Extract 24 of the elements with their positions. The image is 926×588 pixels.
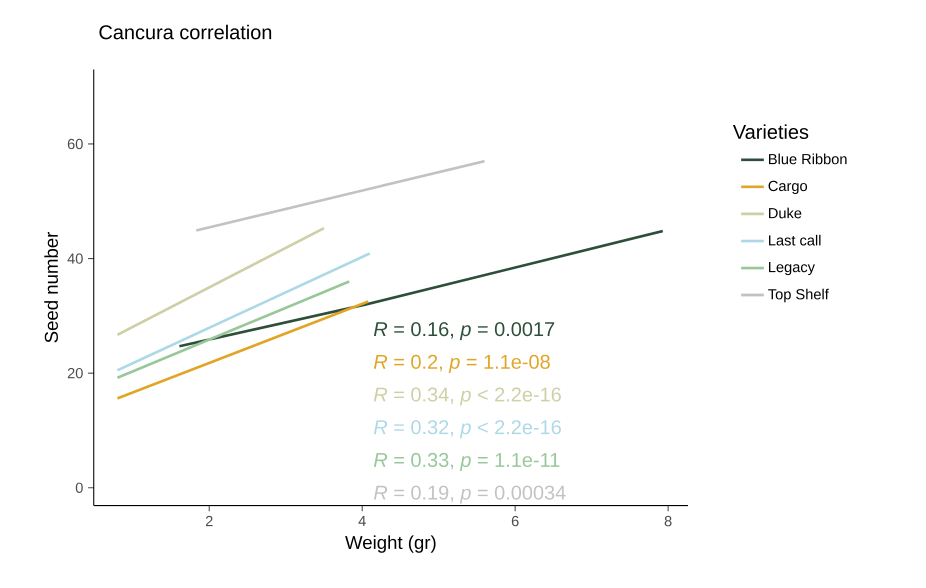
y-axis-title: Seed number (44, 232, 58, 342)
x-tick-label: 6 (512, 516, 519, 526)
y-tick-label: 0 (76, 482, 83, 493)
legend-label: Last call (769, 234, 820, 246)
annotation: R = 0.16, p = 0.0017 (374, 322, 554, 340)
y-tick-label: 20 (68, 368, 83, 378)
x-tick-label: 2 (206, 516, 213, 526)
annotation: R = 0.2, p = 1.1e-08 (374, 354, 550, 373)
legend-label: Cargo (768, 180, 808, 194)
annotation: R = 0.33, p = 1.1e-11 (374, 452, 560, 471)
legend-label: Duke (769, 207, 802, 218)
y-tick-label: 40 (67, 253, 83, 264)
annotation: R = 0.32, p < 2.2e-16 (374, 420, 561, 438)
legend-title: Varieties (732, 124, 808, 139)
legend-label: Top Shelf (768, 288, 829, 302)
y-tick-label: 60 (68, 138, 83, 149)
legend-label: Blue Ribbon (769, 153, 847, 164)
x-axis-title: Weight (gr) (345, 535, 436, 553)
legend-label: Legacy (769, 262, 815, 275)
x-tick-label: 8 (664, 516, 672, 526)
chart-title: Cancura correlation (99, 24, 272, 40)
annotation: R = 0.19, p = 0.00034 (374, 485, 566, 504)
annotation: R = 0.34, p < 2.2e-16 (374, 387, 561, 406)
x-tick-label: 4 (358, 516, 366, 526)
